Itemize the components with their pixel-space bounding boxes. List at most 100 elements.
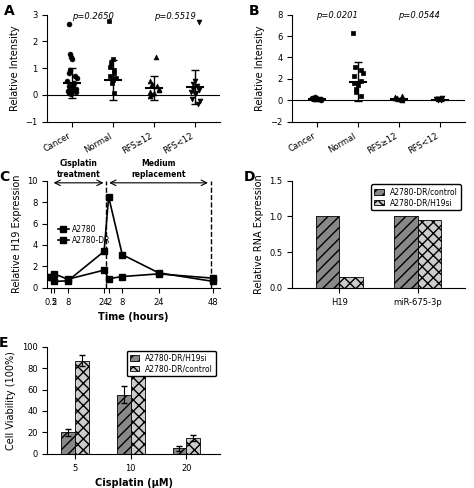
Point xyxy=(154,82,161,90)
Point xyxy=(66,50,74,58)
Y-axis label: Relative RNA Expression: Relative RNA Expression xyxy=(254,174,264,294)
A2780 xyxy=(106,276,111,282)
A2780-DR xyxy=(119,252,125,258)
Point xyxy=(65,69,73,77)
Point xyxy=(310,95,318,102)
Point xyxy=(391,95,399,102)
A2780-DR xyxy=(210,279,216,285)
Point xyxy=(432,96,439,103)
Point xyxy=(64,77,71,85)
Point xyxy=(69,81,77,89)
Point xyxy=(146,92,154,100)
Point xyxy=(155,85,163,93)
Point xyxy=(72,85,80,93)
Point xyxy=(73,88,80,96)
Point xyxy=(150,89,157,97)
Point xyxy=(434,95,442,102)
Bar xyxy=(173,448,186,454)
Point xyxy=(70,79,78,87)
Point xyxy=(309,95,317,102)
Point xyxy=(188,95,196,103)
Bar xyxy=(316,216,339,288)
Point xyxy=(357,92,365,100)
Point xyxy=(68,53,75,61)
Text: B: B xyxy=(249,4,260,18)
Point xyxy=(72,72,79,80)
X-axis label: Cisplatin (μM): Cisplatin (μM) xyxy=(95,478,173,488)
A2780 xyxy=(51,271,57,277)
Point xyxy=(352,85,359,93)
Text: p=0.5519: p=0.5519 xyxy=(154,12,196,20)
Point xyxy=(65,89,73,97)
Point xyxy=(110,89,118,97)
Point xyxy=(187,88,194,96)
Point xyxy=(357,77,365,84)
Text: E: E xyxy=(0,336,9,350)
Y-axis label: Relative Intensity: Relative Intensity xyxy=(10,25,20,111)
Point xyxy=(107,59,115,67)
A2780-DR xyxy=(51,279,57,285)
Point xyxy=(196,97,203,105)
A2780-DR xyxy=(155,270,161,276)
A2780-DR xyxy=(101,248,107,254)
Point xyxy=(108,79,116,87)
Point xyxy=(65,20,73,28)
Point xyxy=(397,95,405,103)
Point xyxy=(311,96,319,103)
Point xyxy=(399,92,406,100)
Point xyxy=(309,94,316,102)
Point xyxy=(350,79,358,86)
Point xyxy=(398,96,406,104)
Point xyxy=(394,94,401,102)
Point xyxy=(155,86,162,94)
Point xyxy=(312,94,319,102)
Y-axis label: Relative Intensity: Relative Intensity xyxy=(255,25,264,111)
Text: p=0.0201: p=0.0201 xyxy=(316,11,358,20)
A2780 xyxy=(101,267,107,273)
Bar xyxy=(418,220,441,288)
Line: A2780-DR: A2780-DR xyxy=(48,194,216,284)
A2780-DR xyxy=(106,194,111,200)
Y-axis label: Relative H19 Expression: Relative H19 Expression xyxy=(12,175,22,293)
A2780 xyxy=(48,274,54,280)
A2780 xyxy=(155,271,161,277)
Point xyxy=(146,77,154,85)
Point xyxy=(359,69,366,77)
Point xyxy=(397,96,405,103)
Bar xyxy=(394,216,418,288)
Point xyxy=(398,95,405,102)
Point xyxy=(109,76,117,84)
Bar xyxy=(117,395,131,454)
A2780 xyxy=(210,275,216,281)
Text: A: A xyxy=(4,4,15,18)
Point xyxy=(65,82,73,90)
Legend: A2780-DR/H19si, A2780-DR/control: A2780-DR/H19si, A2780-DR/control xyxy=(127,350,216,376)
Bar xyxy=(61,432,75,454)
Point xyxy=(146,88,154,96)
A2780-DR xyxy=(65,278,71,284)
Point xyxy=(351,63,359,71)
Bar xyxy=(131,363,145,454)
Point xyxy=(355,81,362,89)
Text: p=0.2650: p=0.2650 xyxy=(72,12,113,20)
Point xyxy=(106,72,114,80)
Text: Cisplatin
treatment: Cisplatin treatment xyxy=(57,159,100,179)
X-axis label: Time (hours): Time (hours) xyxy=(98,312,169,322)
Point xyxy=(71,86,78,94)
Point xyxy=(317,96,325,104)
Point xyxy=(192,89,200,97)
Point xyxy=(438,95,446,102)
Point xyxy=(314,96,321,103)
Point xyxy=(105,18,112,25)
Point xyxy=(112,74,119,81)
Point xyxy=(191,90,199,98)
Point xyxy=(350,72,357,80)
Point xyxy=(66,65,74,73)
Point xyxy=(391,93,399,101)
A2780 xyxy=(65,276,71,282)
Point xyxy=(349,29,357,37)
Point xyxy=(110,69,118,77)
Point xyxy=(194,101,201,108)
Bar xyxy=(339,277,363,288)
Point xyxy=(317,95,325,103)
